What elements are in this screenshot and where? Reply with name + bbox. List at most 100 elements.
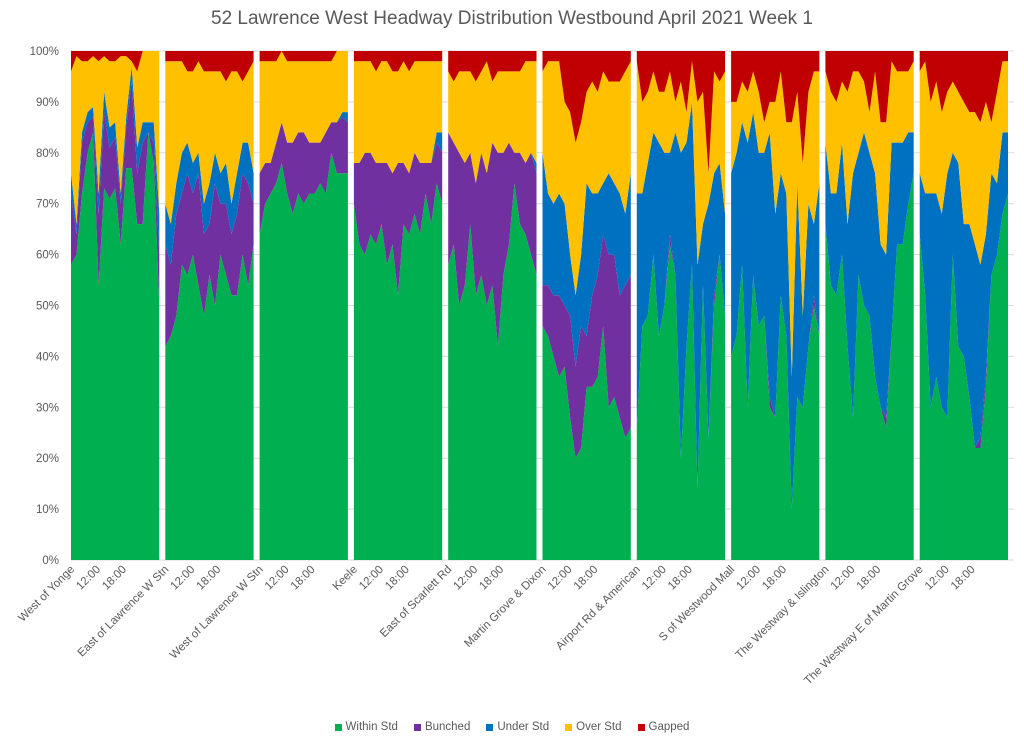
legend-label: Under Std — [497, 721, 550, 733]
legend-item-gapped[interactable]: Gapped — [637, 721, 690, 733]
x-tick-time-label: 18:00 — [195, 564, 224, 593]
x-tick-time-label: 12:00 — [829, 564, 858, 593]
area-bunched-4 — [448, 132, 537, 347]
legend-swatch — [413, 723, 421, 731]
legend-item-within-std[interactable]: Within Std — [334, 721, 398, 733]
x-tick-stop-label: East of Scarlett Rd — [378, 564, 454, 640]
x-tick-time-label: 18:00 — [949, 564, 978, 593]
x-tick-time-label: 12:00 — [734, 564, 763, 593]
x-tick-time-label: 12:00 — [263, 564, 292, 593]
x-tick-time-label: 18:00 — [855, 564, 884, 593]
area-within-std-8 — [825, 173, 914, 560]
legend-label: Bunched — [424, 721, 471, 733]
area-bunched-1 — [165, 173, 254, 347]
y-tick-label: 40% — [36, 351, 59, 363]
area-under-std-1 — [165, 142, 254, 265]
area-within-std-4 — [448, 183, 537, 561]
area-within-std-0 — [71, 132, 160, 560]
x-tick-time-label: 18:00 — [760, 564, 789, 593]
legend-item-over-std[interactable]: Over Std — [565, 721, 622, 733]
area-under-std-9 — [919, 132, 1008, 448]
area-within-std-9 — [919, 193, 1008, 560]
x-tick-time-label: 12:00 — [546, 564, 575, 593]
area-under-std-7 — [731, 112, 820, 510]
area-gapped-9 — [919, 51, 1008, 123]
area-over-std-4 — [448, 61, 537, 184]
x-tick-stop-label: Keele — [331, 564, 360, 593]
y-tick-label: 30% — [36, 402, 59, 414]
area-gapped-8 — [825, 51, 914, 123]
x-tick-time-label: 12:00 — [74, 564, 103, 593]
y-tick-label: 20% — [36, 453, 59, 465]
legend-swatch — [637, 723, 645, 731]
x-tick-time-label: 18:00 — [100, 564, 129, 593]
legend: Within Std Bunched Under Std Over Std Gapped — [0, 721, 1024, 734]
y-tick-label: 0% — [42, 555, 59, 567]
x-tick-time-label: 12:00 — [923, 564, 952, 593]
area-bunched-3 — [353, 142, 443, 296]
area-gapped-5 — [542, 51, 631, 143]
x-tick-stop-label: S of Westwood Mall — [657, 564, 737, 644]
area-gapped-2 — [259, 51, 348, 62]
area-within-std-7 — [731, 264, 820, 560]
x-tick-time-label: 18:00 — [477, 564, 506, 593]
y-tick-label: 50% — [36, 301, 59, 313]
area-under-std-0 — [71, 66, 160, 255]
x-tick-time-label: 12:00 — [451, 564, 480, 593]
area-over-std-7 — [731, 71, 820, 377]
area-within-std-3 — [353, 183, 443, 561]
x-tick-time-label: 12:00 — [169, 564, 198, 593]
x-tick-time-label: 12:00 — [640, 564, 669, 593]
area-over-std-6 — [636, 61, 726, 265]
x-tick-time-label: 18:00 — [383, 564, 412, 593]
area-gapped-1 — [165, 51, 254, 82]
chart-title: 52 Lawrence West Headway Distribution We… — [211, 8, 813, 29]
x-tick-stop-label: West of Yonge — [16, 564, 77, 625]
legend-swatch — [486, 723, 494, 731]
area-gapped-3 — [353, 51, 443, 72]
area-over-std-5 — [542, 61, 631, 296]
y-tick-label: 90% — [36, 97, 59, 109]
legend-label: Over Std — [576, 721, 622, 733]
area-under-std-6 — [636, 101, 726, 489]
area-within-std-5 — [542, 325, 631, 560]
x-tick-time-label: 18:00 — [289, 564, 318, 593]
y-axis: 0% 10% 20% 30% 40% 50% 60% 70% 80% 90% 100% — [30, 46, 59, 567]
y-tick-label: 70% — [36, 199, 59, 211]
area-over-std-9 — [919, 61, 1008, 265]
y-tick-label: 10% — [36, 504, 59, 516]
area-over-std-2 — [259, 51, 348, 174]
y-tick-label: 60% — [36, 250, 59, 262]
legend-item-under-std[interactable]: Under Std — [486, 721, 549, 733]
legend-swatch — [334, 723, 342, 731]
area-within-std-1 — [165, 244, 254, 560]
y-tick-label: 80% — [36, 148, 59, 160]
area-under-std-5 — [542, 152, 631, 367]
x-tick-time-label: 18:00 — [572, 564, 601, 593]
area-gapped-7 — [731, 51, 820, 163]
area-over-std-1 — [165, 61, 254, 225]
area-under-std-8 — [825, 132, 914, 418]
area-gapped-0 — [71, 51, 160, 72]
area-gapped-6 — [636, 51, 726, 174]
area-bunched-0 — [71, 81, 160, 306]
legend-label: Within Std — [345, 721, 398, 733]
area-bunched-5 — [542, 234, 631, 459]
y-tick-label: 100% — [30, 46, 59, 58]
area-over-std-0 — [71, 51, 160, 225]
area-within-std-2 — [259, 152, 348, 561]
x-tick-time-label: 12:00 — [357, 564, 386, 593]
legend-label: Gapped — [648, 721, 690, 733]
area-gapped-4 — [448, 51, 537, 82]
area-over-std-8 — [825, 61, 914, 255]
legend-swatch — [565, 723, 573, 731]
legend-item-bunched[interactable]: Bunched — [413, 721, 471, 733]
area-within-std-6 — [636, 244, 726, 560]
stacked-areas — [71, 51, 1008, 561]
x-tick-time-label: 18:00 — [666, 564, 695, 593]
area-over-std-3 — [353, 61, 443, 174]
area-bunched-2 — [259, 117, 348, 235]
area-bunched-9 — [919, 193, 1008, 448]
